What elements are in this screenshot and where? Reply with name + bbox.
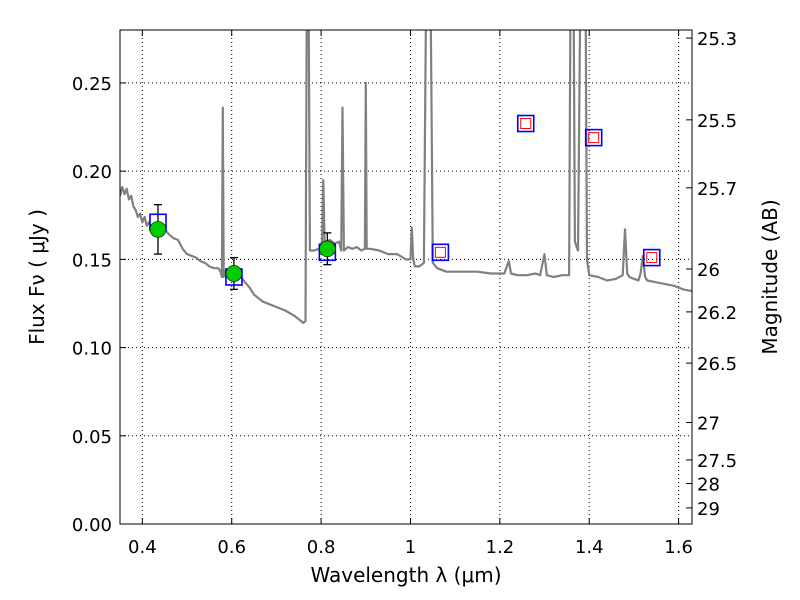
- observed-point: [225, 265, 243, 282]
- model-photometry-point: [516, 114, 535, 133]
- model-photometry-point: [584, 128, 603, 147]
- y-tick-label: 0.25: [72, 74, 112, 95]
- mag-tick-label: 26: [697, 260, 720, 281]
- right-axis-label: Magnitude (AB): [758, 199, 782, 354]
- plot-area: [120, 30, 692, 324]
- model-spectrum-line: [120, 30, 692, 324]
- upper-limit-point: [520, 118, 532, 130]
- x-tick-label: 1.4: [575, 537, 604, 558]
- y-tick-label: 0.15: [72, 250, 112, 271]
- observed-point: [149, 221, 167, 238]
- y-tick-label: 0.05: [72, 427, 112, 448]
- mag-tick-label: 26.2: [697, 303, 737, 324]
- mag-tick-label: 27.5: [697, 451, 737, 472]
- model-photometry-point: [431, 243, 450, 262]
- mag-tick-label: 27: [697, 413, 720, 434]
- x-axis-label: Wavelength λ (μm): [310, 563, 501, 587]
- x-tick-label: 0.6: [217, 537, 246, 558]
- upper-limit-point: [646, 252, 658, 264]
- mag-tick-label: 25.5: [697, 111, 737, 132]
- observed-point: [319, 240, 336, 258]
- mag-tick-label: 25.3: [697, 29, 737, 50]
- y-tick-label: 0.10: [72, 339, 112, 360]
- model-photometry-point: [642, 248, 661, 267]
- mag-tick-label: 26.5: [697, 354, 737, 375]
- x-tick-label: 1.2: [486, 537, 515, 558]
- y-axis-label: Flux Fν ( μJy ): [25, 209, 49, 345]
- mag-tick-label: 25.7: [697, 179, 737, 200]
- axes-ticks: 0.4 0.6 0.8 1 1.2 1.4 1.6 0.00 0.05 0.10 0.15 0.20 0…: [72, 29, 737, 558]
- y-tick-label: 0.20: [72, 162, 112, 183]
- mag-tick-label: 29: [697, 499, 720, 520]
- upper-limit-point: [434, 246, 446, 258]
- mag-tick-label: 28: [697, 475, 720, 496]
- x-tick-label: 0.4: [128, 537, 157, 558]
- upper-limit-point: [588, 132, 600, 144]
- x-tick-label: 0.8: [307, 537, 336, 558]
- plot-frame: [119, 29, 693, 525]
- y-tick-label: 0.00: [72, 515, 112, 536]
- x-tick-label: 1: [405, 537, 416, 558]
- x-tick-label: 1.6: [664, 537, 693, 558]
